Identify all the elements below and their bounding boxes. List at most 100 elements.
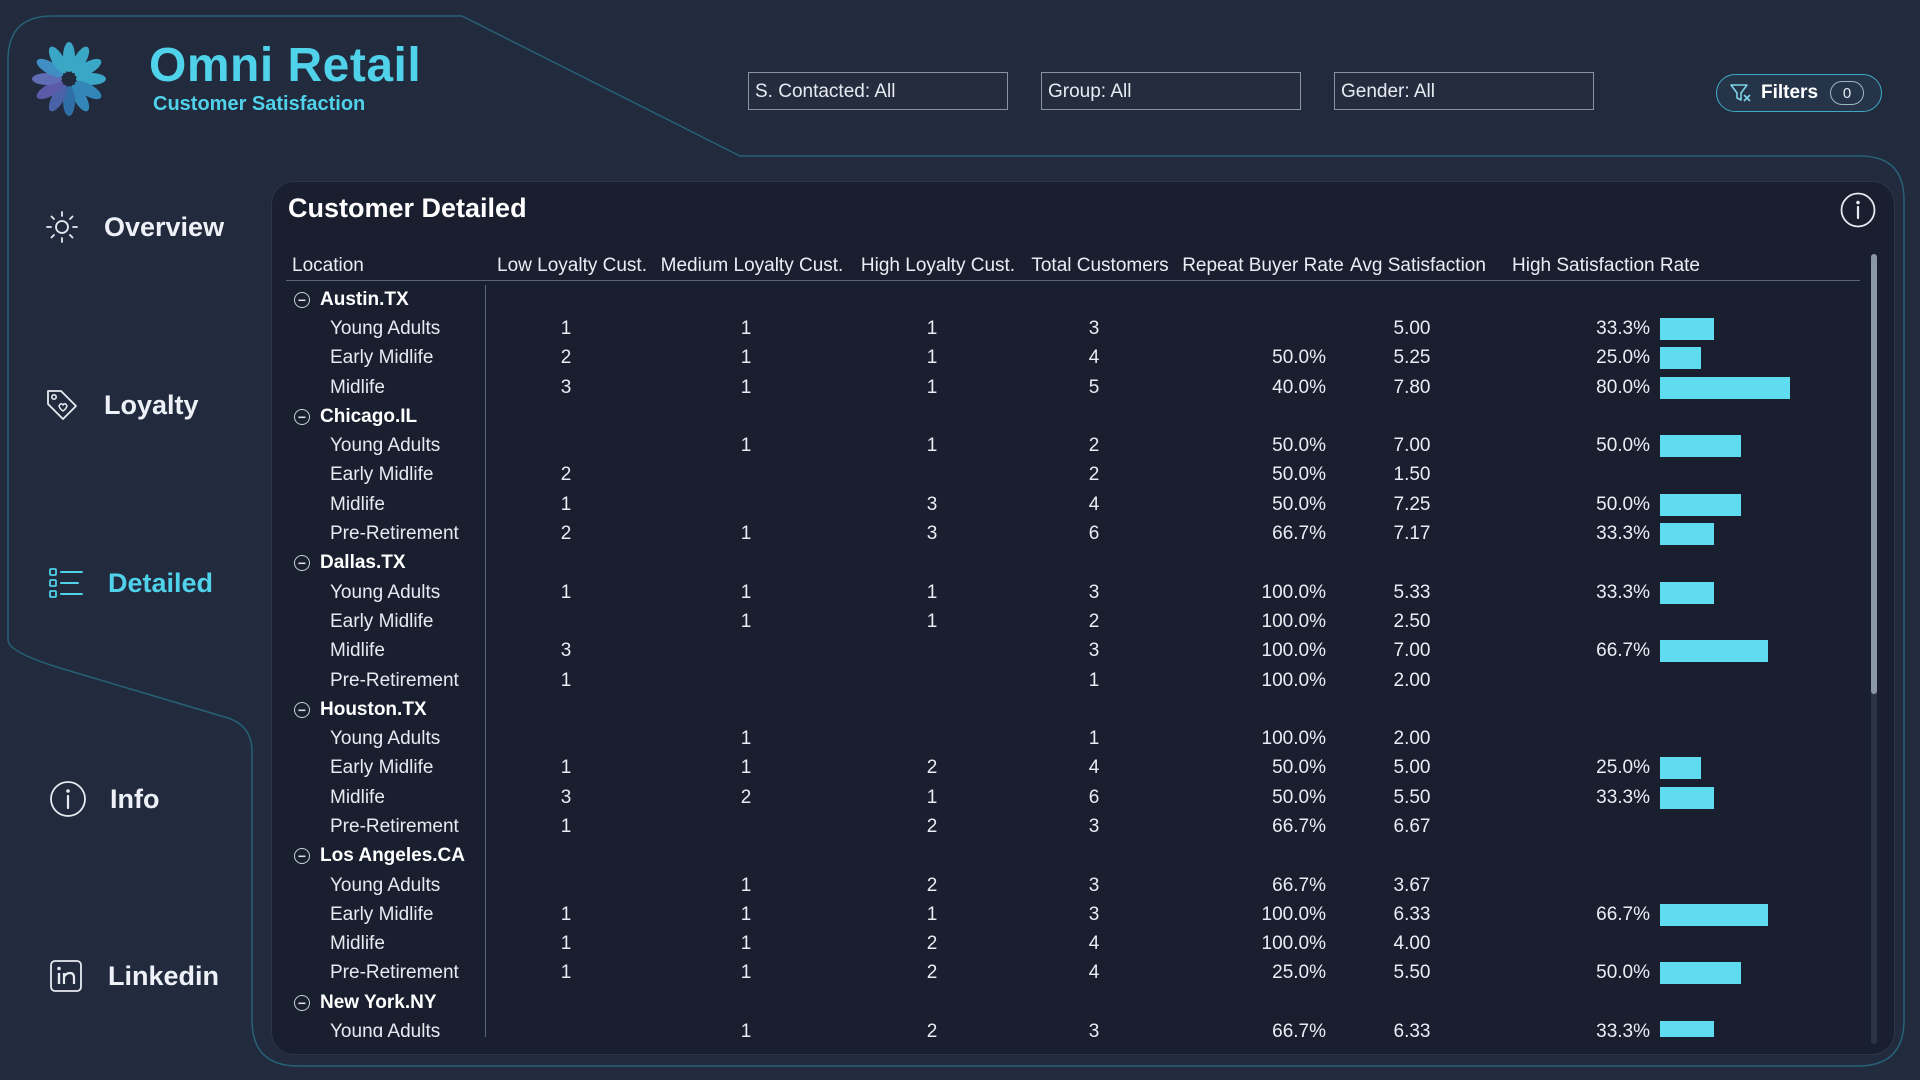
cell-hsr: 25.0% — [1596, 347, 1650, 369]
cell-high: 1 — [926, 435, 938, 457]
cell-avg: 2.50 — [1393, 610, 1431, 632]
table-row[interactable]: Midlife 3 3 100.0% 7.00 66.7% — [286, 637, 1860, 666]
collapse-icon[interactable]: − — [294, 408, 310, 425]
table-row[interactable]: Young Adults 1 1 100.0% 2.00 — [286, 724, 1860, 753]
cell-avg: 6.33 — [1393, 903, 1431, 925]
table-row[interactable]: Pre-Retirement 2 1 3 6 66.7% 7.17 33.3% — [286, 519, 1860, 548]
cell-high: 2 — [926, 1021, 938, 1037]
filters-button[interactable]: Filters 0 — [1716, 74, 1882, 112]
cell-total: 2 — [1088, 435, 1100, 457]
group-row[interactable]: − Los Angeles.CA — [286, 842, 1860, 871]
cell-med: 1 — [740, 728, 752, 750]
table-row[interactable]: Young Adults 1 2 3 66.7% 6.33 33.3% — [286, 1017, 1860, 1037]
linkedin-icon — [46, 956, 86, 996]
table-row[interactable]: Young Adults 1 2 3 66.7% 3.67 — [286, 871, 1860, 900]
column-header[interactable]: Location — [292, 255, 364, 276]
cell-repeat: 66.7% — [1272, 874, 1326, 896]
table-row[interactable]: Early Midlife 1 1 1 3 100.0% 6.33 66.7% — [286, 900, 1860, 929]
table-row[interactable]: Pre-Retirement 1 2 3 66.7% 6.67 — [286, 812, 1860, 841]
collapse-icon[interactable]: − — [294, 848, 310, 865]
cell-total: 4 — [1088, 493, 1100, 515]
table-row[interactable]: Midlife 3 2 1 6 50.0% 5.50 33.3% — [286, 783, 1860, 812]
column-header[interactable]: Low Loyalty Cust. — [497, 255, 647, 276]
group-row[interactable]: − New York.NY — [286, 988, 1860, 1017]
data-bar — [1660, 962, 1742, 985]
table-row[interactable]: Young Adults 1 1 1 3 5.00 33.3% — [286, 314, 1860, 343]
nav-overview[interactable]: Overview — [42, 207, 224, 247]
nav-info[interactable]: Info — [48, 779, 159, 819]
cell-med: 1 — [740, 376, 752, 398]
table-row[interactable]: Young Adults 1 1 1 3 100.0% 5.33 33.3% — [286, 578, 1860, 607]
scrollbar-thumb[interactable] — [1871, 254, 1877, 694]
column-divider — [485, 285, 486, 1037]
cell-high: 2 — [926, 757, 938, 779]
column-header[interactable]: Total Customers — [1031, 255, 1169, 276]
cell-high: 1 — [926, 347, 938, 369]
row-label: Midlife — [330, 493, 385, 515]
group-row[interactable]: − Austin.TX — [286, 285, 1860, 314]
cell-low: 3 — [560, 640, 572, 662]
nav-loyalty[interactable]: Loyalty — [42, 385, 199, 425]
column-header[interactable]: High Satisfaction Rate — [1512, 255, 1700, 276]
customer-detail-matrix: Location Low Loyalty Cust. Medium Loyalt… — [286, 252, 1860, 1037]
table-row[interactable]: Early Midlife 1 1 2 4 50.0% 5.00 25.0% — [286, 754, 1860, 783]
column-header[interactable]: Repeat Buyer Rate — [1182, 255, 1344, 276]
collapse-icon[interactable]: − — [294, 291, 310, 308]
group-row[interactable]: − Dallas.TX — [286, 549, 1860, 578]
brand-logo-icon — [32, 42, 106, 116]
cell-repeat: 100.0% — [1261, 581, 1326, 603]
cell-low: 1 — [560, 962, 572, 984]
table-row[interactable]: Midlife 3 1 1 5 40.0% 7.80 80.0% — [286, 373, 1860, 402]
column-header[interactable]: Avg Satisfaction — [1350, 255, 1486, 276]
column-header[interactable]: Medium Loyalty Cust. — [660, 255, 844, 276]
table-row[interactable]: Early Midlife 1 1 2 100.0% 2.50 — [286, 607, 1860, 636]
table-row[interactable]: Midlife 1 3 4 50.0% 7.25 50.0% — [286, 490, 1860, 519]
collapse-icon[interactable]: − — [294, 701, 310, 718]
table-row[interactable]: Pre-Retirement 1 1 2 4 25.0% 5.50 50.0% — [286, 959, 1860, 988]
cell-total: 4 — [1088, 933, 1100, 955]
table-row[interactable]: Early Midlife 2 2 50.0% 1.50 — [286, 461, 1860, 490]
s-contacted-slicer[interactable]: S. Contacted: All — [748, 72, 1008, 110]
cell-repeat: 40.0% — [1272, 376, 1326, 398]
gender-slicer[interactable]: Gender: All — [1334, 72, 1594, 110]
group-row[interactable]: − Chicago.IL — [286, 402, 1860, 431]
group-row[interactable]: − Houston.TX — [286, 695, 1860, 724]
cell-med: 1 — [740, 757, 752, 779]
collapse-icon[interactable]: − — [294, 555, 310, 572]
nav-linkedin[interactable]: Linkedin — [46, 956, 219, 996]
cell-hsr: 50.0% — [1596, 493, 1650, 515]
table-scrollbar[interactable] — [1871, 254, 1877, 1044]
nav-detailed[interactable]: Detailed — [46, 563, 213, 603]
row-label: Early Midlife — [330, 757, 434, 779]
group-name: Austin.TX — [320, 288, 409, 310]
cell-avg: 5.50 — [1393, 962, 1431, 984]
sun-icon — [42, 207, 82, 247]
cell-total: 3 — [1088, 1021, 1100, 1037]
collapse-icon[interactable]: − — [294, 994, 310, 1011]
cell-high: 3 — [926, 493, 938, 515]
bar-cell — [1660, 493, 1800, 516]
table-row[interactable]: Midlife 1 1 2 4 100.0% 4.00 — [286, 930, 1860, 959]
cell-avg: 5.33 — [1393, 581, 1431, 603]
cell-avg: 7.00 — [1393, 435, 1431, 457]
app-title: Omni Retail — [149, 39, 422, 92]
cell-high: 3 — [926, 523, 938, 545]
cell-repeat: 66.7% — [1272, 815, 1326, 837]
bar-cell — [1660, 903, 1800, 926]
table-row[interactable]: Young Adults 1 1 2 50.0% 7.00 50.0% — [286, 431, 1860, 460]
data-bar — [1660, 435, 1742, 458]
cell-low: 3 — [560, 786, 572, 808]
table-row[interactable]: Early Midlife 2 1 1 4 50.0% 5.25 25.0% — [286, 344, 1860, 373]
bar-cell — [1660, 786, 1800, 809]
cell-med: 1 — [740, 1021, 752, 1037]
cell-hsr: 50.0% — [1596, 435, 1650, 457]
cell-low: 1 — [560, 815, 572, 837]
panel-info-icon[interactable] — [1839, 191, 1877, 229]
table-row[interactable]: Pre-Retirement 1 1 100.0% 2.00 — [286, 666, 1860, 695]
group-cell: − Austin.TX — [286, 289, 486, 311]
column-header[interactable]: High Loyalty Cust. — [860, 255, 1016, 276]
bar-cell — [1660, 435, 1800, 458]
cell-high: 1 — [926, 376, 938, 398]
cell-avg: 4.00 — [1393, 933, 1431, 955]
group-slicer[interactable]: Group: All — [1041, 72, 1301, 110]
